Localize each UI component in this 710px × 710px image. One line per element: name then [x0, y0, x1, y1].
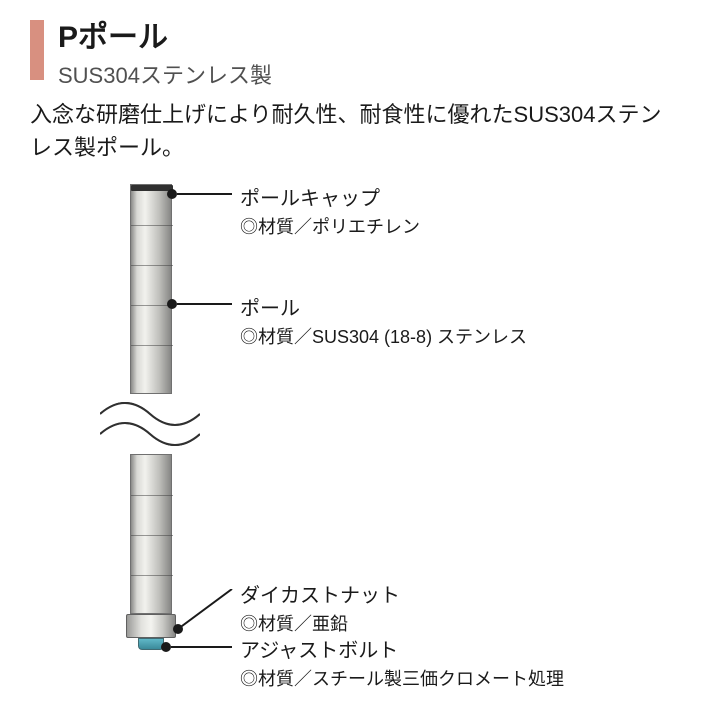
pole-lower-segment — [130, 454, 172, 614]
callout-leader — [178, 589, 238, 634]
pole-groove — [131, 225, 173, 226]
callout-material: ◎材質／ポリエチレン — [240, 213, 670, 239]
pole-cap — [131, 185, 173, 191]
diecast-nut — [126, 614, 176, 638]
pole-groove — [131, 575, 173, 576]
callout-leader — [177, 303, 232, 305]
callout-label: ポールキャップ — [240, 182, 670, 211]
callout-dot — [167, 299, 177, 309]
callout-leader — [171, 646, 232, 648]
callout-label: ダイカストナット — [240, 579, 670, 608]
callout-dot — [161, 642, 171, 652]
callout-bolt: アジャストボルト ◎材質／スチール製三価クロメート処理 — [240, 634, 670, 691]
callout-pole: ポール ◎材質／SUS304 (18-8) ステンレス — [240, 292, 670, 349]
pole-groove — [131, 345, 173, 346]
pole-groove — [131, 535, 173, 536]
callout-nut: ダイカストナット ◎材質／亜鉛 — [240, 579, 670, 636]
callout-material: ◎材質／スチール製三価クロメート処理 — [240, 665, 670, 691]
callout-label: アジャストボルト — [240, 634, 670, 663]
callout-material: ◎材質／亜鉛 — [240, 610, 670, 636]
pole-groove — [131, 495, 173, 496]
header: Pポール SUS304ステンレス製 — [30, 20, 680, 90]
callout-label: ポール — [240, 292, 670, 321]
break-line-icon — [100, 384, 200, 464]
adjust-bolt — [138, 638, 164, 650]
page-subtitle: SUS304ステンレス製 — [58, 58, 272, 90]
title-block: Pポール SUS304ステンレス製 — [58, 20, 272, 90]
pole-diagram: ポールキャップ ◎材質／ポリエチレン ポール ◎材質／SUS304 (18-8)… — [30, 184, 680, 684]
pole-groove — [131, 265, 173, 266]
callout-cap: ポールキャップ ◎材質／ポリエチレン — [240, 182, 670, 239]
description-text: 入念な研磨仕上げにより耐久性、耐食性に優れたSUS304ステンレス製ポール。 — [30, 98, 680, 164]
callout-material: ◎材質／SUS304 (18-8) ステンレス — [240, 323, 670, 349]
pole-upper-segment — [130, 184, 172, 394]
callout-dot — [167, 189, 177, 199]
callout-leader — [177, 193, 232, 195]
accent-bar — [30, 20, 44, 80]
page-title: Pポール — [58, 20, 272, 56]
